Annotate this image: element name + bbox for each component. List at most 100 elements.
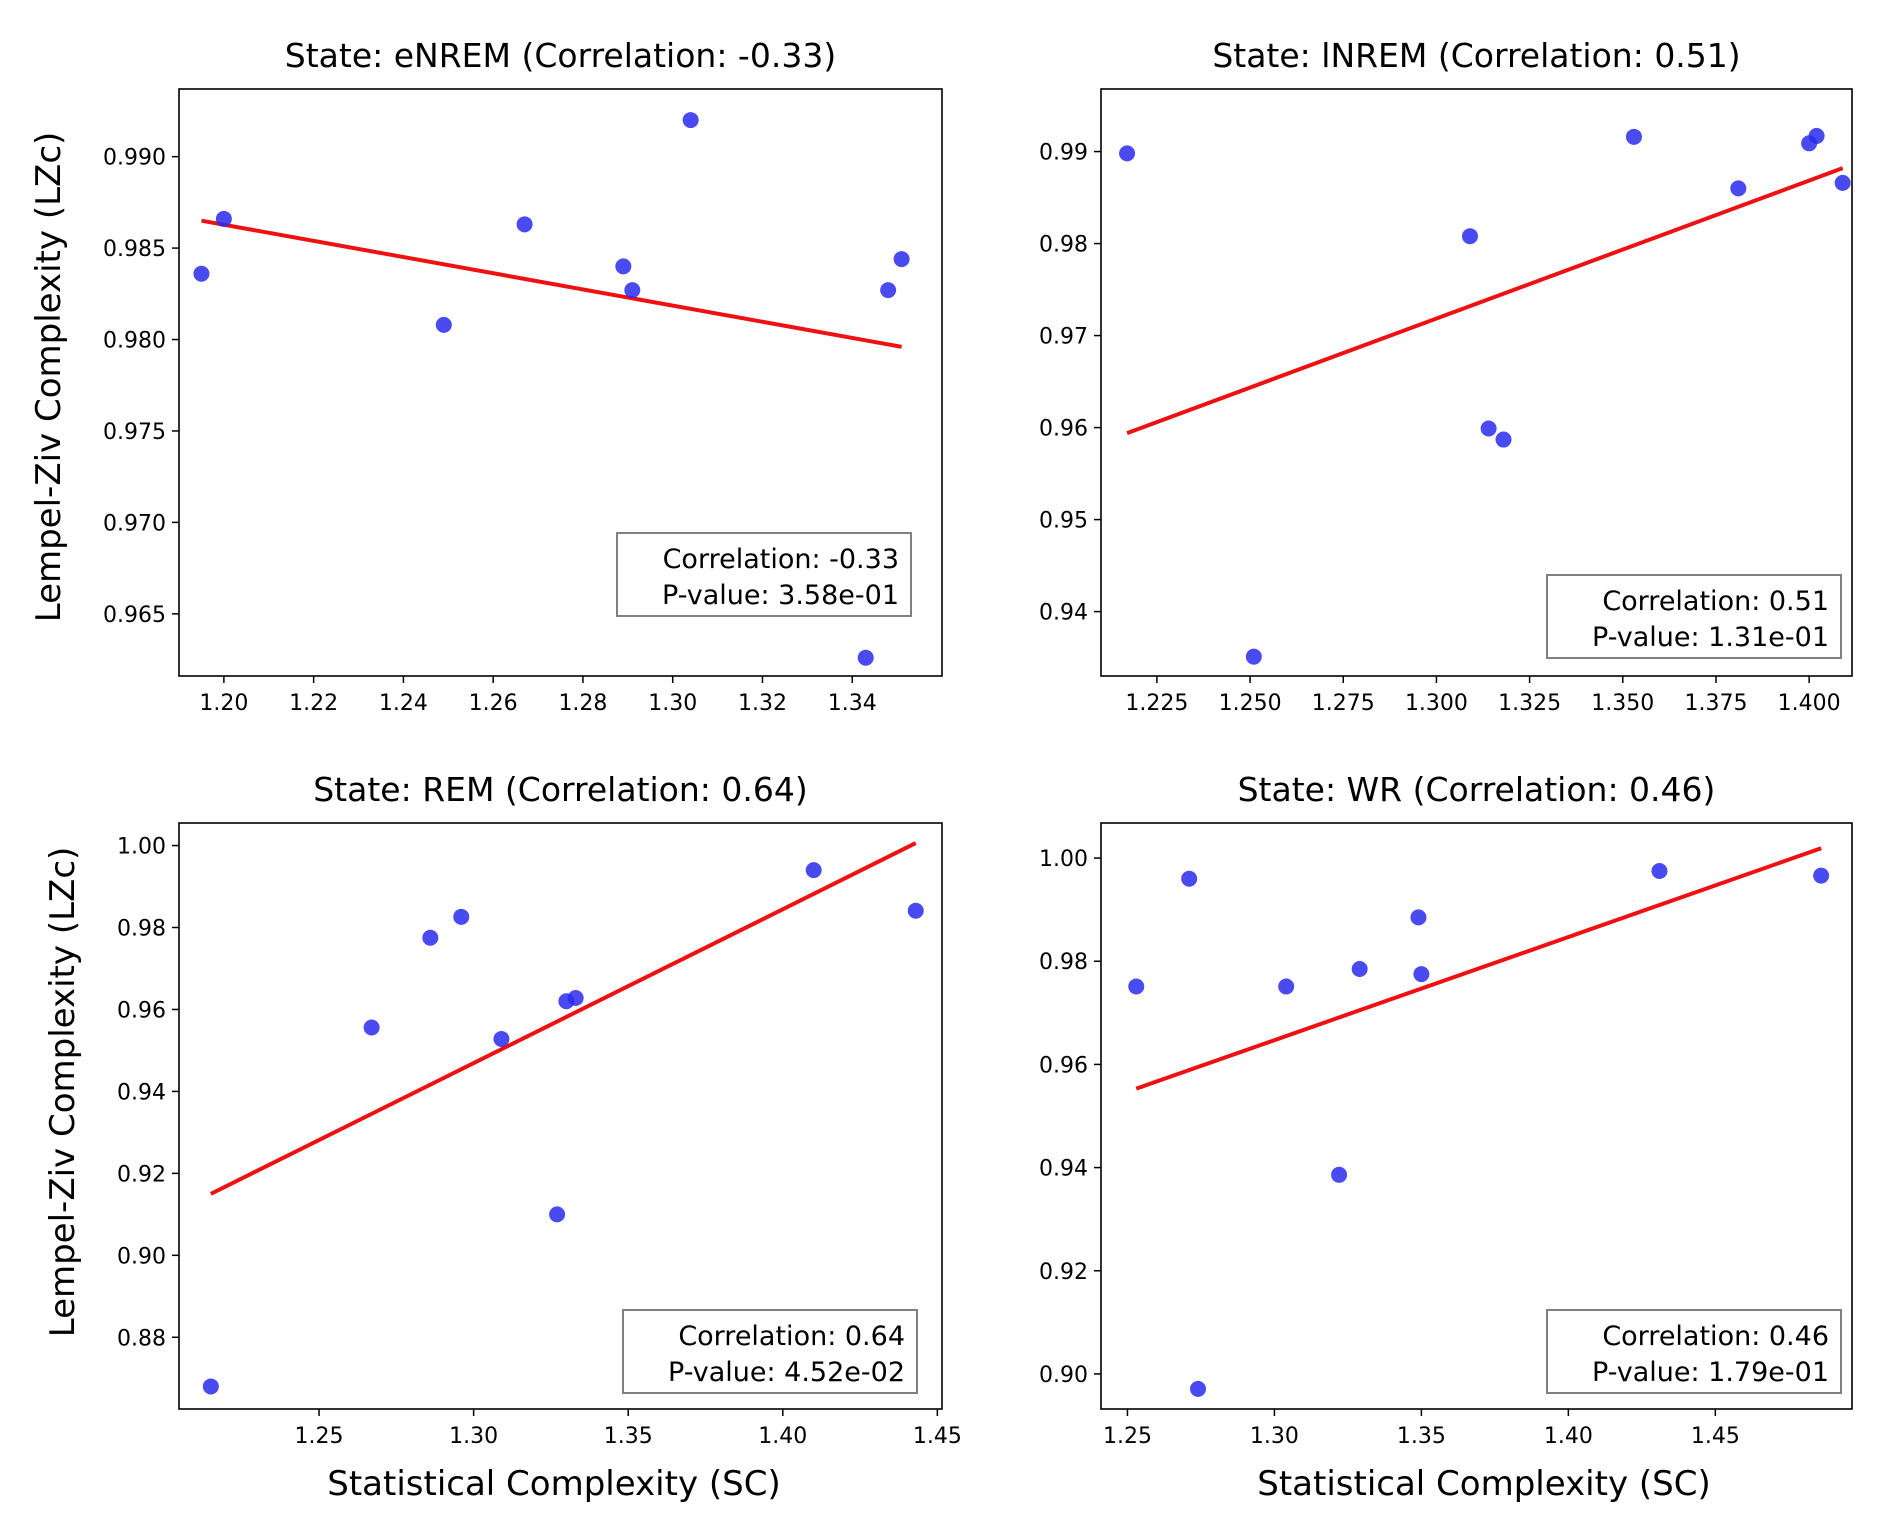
data-point xyxy=(567,989,584,1006)
data-point xyxy=(549,1206,566,1223)
x-tick-label: 1.375 xyxy=(1684,691,1747,716)
panel-enrem: State: eNREM (Correlation: -0.33) 1.20 1.2… xyxy=(103,36,943,716)
x-tick-label: 1.30 xyxy=(1250,1424,1299,1449)
axes-frame-enrem xyxy=(178,88,943,677)
x-tick-label: 1.35 xyxy=(604,1424,653,1449)
stats-box-enrem xyxy=(616,532,912,617)
y-tick-label: 0.98 xyxy=(1039,950,1088,975)
axes-frame-rem xyxy=(178,822,943,1410)
y-tick-label: 0.95 xyxy=(1039,509,1088,534)
shared-ylabel-bottom: Lempel-Ziv Complexity (LZc) xyxy=(43,847,83,1338)
y-tick-label: 0.94 xyxy=(117,1080,166,1105)
data-point xyxy=(1730,180,1747,197)
x-tick-label: 1.225 xyxy=(1125,691,1188,716)
y-tick-label: 1.00 xyxy=(1039,847,1088,872)
y-tick-label: 0.975 xyxy=(103,420,166,445)
data-point xyxy=(422,929,439,946)
x-tick-label: 1.45 xyxy=(1691,1424,1740,1449)
data-point xyxy=(202,1378,219,1395)
x-tick-label: 1.35 xyxy=(1397,1424,1446,1449)
stats-correlation: Correlation: -0.33 xyxy=(663,544,899,575)
x-tick-label: 1.25 xyxy=(295,1424,344,1449)
y-tick-label: 0.965 xyxy=(103,603,166,628)
data-point xyxy=(453,908,470,925)
x-tick-label: 1.30 xyxy=(449,1424,498,1449)
stats-box-lnrem xyxy=(1546,574,1842,659)
data-point xyxy=(1834,174,1851,191)
data-point xyxy=(857,649,874,666)
stats-p-value: P-value: 4.52e-02 xyxy=(668,1357,905,1388)
stats-box-wr xyxy=(1546,1309,1842,1394)
chart-title-wr: State: WR (Correlation: 0.46) xyxy=(1238,770,1716,809)
data-point xyxy=(682,112,699,129)
x-tick-label: 1.325 xyxy=(1498,691,1561,716)
y-tick-label: 0.96 xyxy=(117,998,166,1023)
chart-title-enrem: State: eNREM (Correlation: -0.33) xyxy=(285,36,836,75)
data-point xyxy=(1480,420,1497,437)
data-point xyxy=(1351,960,1368,977)
y-tick-label: 0.97 xyxy=(1039,325,1088,350)
axes-frame-wr xyxy=(1100,822,1853,1410)
x-tick-label: 1.30 xyxy=(648,691,697,716)
data-point xyxy=(1278,978,1295,995)
x-tick-label: 1.300 xyxy=(1405,691,1468,716)
data-point xyxy=(1625,128,1642,145)
x-tick-label: 1.45 xyxy=(913,1424,962,1449)
y-tick-label: 0.98 xyxy=(1039,233,1088,258)
x-tick-label: 1.25 xyxy=(1103,1424,1152,1449)
y-tick-label: 0.88 xyxy=(117,1326,166,1351)
y-tick-label: 0.96 xyxy=(1039,417,1088,442)
x-tick-label: 1.350 xyxy=(1591,691,1654,716)
panel-lnrem: State: lNREM (Correlation: 0.51) 1.225 1.2… xyxy=(1039,36,1853,716)
y-tick-label: 0.90 xyxy=(1039,1363,1088,1388)
chart-title-rem: State: REM (Correlation: 0.64) xyxy=(313,770,808,809)
data-point xyxy=(435,316,452,333)
shared-ylabel-top: Lempel-Ziv Complexity (LZc) xyxy=(29,132,69,623)
data-point xyxy=(1413,966,1430,983)
stats-correlation: Correlation: 0.51 xyxy=(1602,586,1829,617)
data-point xyxy=(1813,867,1830,884)
fit-line-enrem xyxy=(201,218,902,349)
y-tick-label: 0.90 xyxy=(117,1244,166,1269)
data-point xyxy=(893,251,910,268)
shared-xlabel-left: Statistical Complexity (SC) xyxy=(327,1464,781,1504)
x-tick-label: 1.34 xyxy=(828,691,877,716)
y-tick-label: 0.94 xyxy=(1039,1157,1088,1182)
data-point xyxy=(1651,862,1668,879)
y-tick-label: 0.985 xyxy=(103,237,166,262)
data-point xyxy=(1245,648,1262,665)
data-point xyxy=(805,862,822,879)
x-tick-label: 1.20 xyxy=(199,691,248,716)
y-tick-label: 0.92 xyxy=(117,1162,166,1187)
chart-title-lnrem: State: lNREM (Correlation: 0.51) xyxy=(1212,36,1740,75)
x-tick-label: 1.400 xyxy=(1778,691,1841,716)
x-tick-label: 1.22 xyxy=(289,691,338,716)
x-tick-label: 1.24 xyxy=(379,691,428,716)
data-point xyxy=(615,258,632,275)
fit-line-rem xyxy=(209,841,917,1196)
stats-p-value: P-value: 3.58e-01 xyxy=(662,580,899,611)
data-point xyxy=(1331,1166,1348,1183)
stats-p-value: P-value: 1.79e-01 xyxy=(1592,1357,1829,1388)
x-tick-label: 1.275 xyxy=(1312,691,1375,716)
x-tick-label: 1.250 xyxy=(1219,691,1282,716)
data-point xyxy=(1119,145,1136,162)
data-point xyxy=(1495,431,1512,448)
x-tick-label: 1.40 xyxy=(758,1424,807,1449)
data-point xyxy=(363,1019,380,1036)
data-point xyxy=(907,902,924,919)
y-tick-label: 0.990 xyxy=(103,146,166,171)
y-tick-label: 0.96 xyxy=(1039,1053,1088,1078)
x-tick-label: 1.32 xyxy=(738,691,787,716)
y-tick-label: 0.970 xyxy=(103,511,166,536)
stats-correlation: Correlation: 0.64 xyxy=(678,1321,905,1352)
y-tick-label: 1.00 xyxy=(117,835,166,860)
panel-wr: State: WR (Correlation: 0.46) 1.25 1.30 1.3… xyxy=(1039,770,1853,1449)
y-tick-label: 0.98 xyxy=(117,916,166,941)
data-point xyxy=(880,282,897,299)
y-tick-label: 0.94 xyxy=(1039,601,1088,626)
data-point xyxy=(1128,978,1145,995)
stats-correlation: Correlation: 0.46 xyxy=(1602,1321,1829,1352)
shared-xlabel-right: Statistical Complexity (SC) xyxy=(1257,1464,1711,1504)
x-tick-label: 1.40 xyxy=(1544,1424,1593,1449)
